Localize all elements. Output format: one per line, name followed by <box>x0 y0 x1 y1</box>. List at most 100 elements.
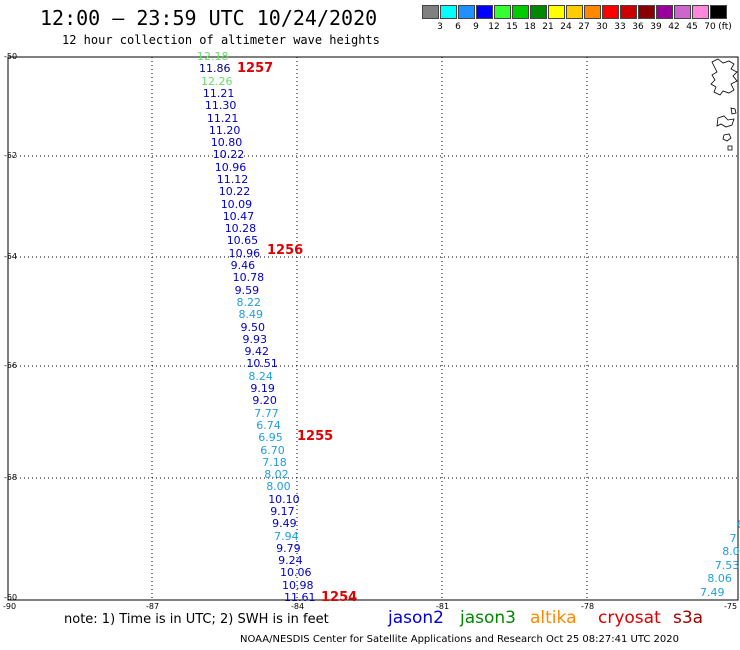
legend-swatch <box>476 5 493 19</box>
wave-height-value: 10.96 <box>214 160 247 174</box>
wave-height-value: 10.51 <box>246 357 278 371</box>
wave-height-value: 9.20 <box>252 394 277 408</box>
wave-height-value: 8.02 <box>264 468 289 481</box>
legend-tick-label: 45 <box>686 22 698 32</box>
lon-label: -84 <box>291 602 305 611</box>
wave-height-value: 9.19 <box>250 382 275 395</box>
legend-tick-label: 27 <box>578 22 590 32</box>
wave-height-value: 10.06 <box>280 566 312 580</box>
satellite-name-jason3: jason3 <box>460 608 516 628</box>
wave-height-value: 11.86 <box>199 62 231 76</box>
footer-credit: NOAA/NESDIS Center for Satellite Applica… <box>240 634 679 645</box>
wave-height-value: 11.30 <box>204 99 237 113</box>
legend-tick-label: 30 <box>596 22 608 32</box>
wave-height-value: 11.61 <box>284 591 316 604</box>
legend-unit: (ft) <box>718 22 732 32</box>
satellite-name-jason2: jason2 <box>388 608 444 628</box>
wave-height-value: 11.20 <box>208 123 241 137</box>
legend-tick-label: 21 <box>542 22 554 32</box>
wave-height-value: 7.49 <box>700 586 725 599</box>
legend-swatch <box>494 5 511 19</box>
pass-label-1257: 1257 <box>237 61 274 76</box>
legend-swatch <box>674 5 691 19</box>
wave-height-value: 10.78 <box>232 271 265 285</box>
wave-height-value: 12.26 <box>201 74 233 88</box>
wave-height-value: 9.79 <box>276 541 301 555</box>
pass-label-1255: 1255 <box>297 429 334 444</box>
lat-label: -60 <box>4 593 18 602</box>
wave-height-value: 8.06 <box>707 572 732 586</box>
legend-swatch <box>638 5 655 19</box>
wave-height-value: 10.47 <box>222 209 255 223</box>
wave-height-value: 10.09 <box>220 197 253 211</box>
wave-height-value: 9.17 <box>270 504 295 518</box>
map-title: 12:00 – 23:59 UTC 10/24/2020 <box>40 6 378 30</box>
wave-height-value: 7.94 <box>274 529 299 543</box>
map-grid <box>7 56 740 601</box>
wave-height-value: 12.18 <box>197 50 229 63</box>
legend-tick-label: 36 <box>632 22 644 32</box>
satellite-name-s3a: s3a <box>673 608 704 628</box>
legend-swatch <box>584 5 601 19</box>
pass-label-1254: 1254 <box>321 590 358 605</box>
wave-height-value: 8.24 <box>248 369 273 383</box>
wave-height-value: 10.80 <box>210 136 243 150</box>
lat-label: -52 <box>4 151 18 160</box>
lon-label: -78 <box>581 602 595 611</box>
legend-tick-label: 3 <box>437 22 443 32</box>
wave-height-value: 11.21 <box>206 111 239 125</box>
lon-label: -90 <box>3 602 17 611</box>
wave-height-value: 8.00 <box>266 480 291 494</box>
wave-height-value: 11.21 <box>202 86 235 100</box>
wave-height-value: 6.95 <box>258 431 283 445</box>
legend-tick-label: 39 <box>650 22 662 32</box>
legend-swatch <box>440 5 457 19</box>
wave-height-value: 9.93 <box>242 332 268 346</box>
legend-tick-label: 70 <box>704 22 716 32</box>
legend-swatch <box>656 5 673 19</box>
legend-swatch <box>620 5 637 19</box>
legend-swatch <box>602 5 619 19</box>
wave-height-value: 8.49 <box>238 308 264 322</box>
wave-height-value: 6 <box>737 519 740 530</box>
wave-height-value: 9.24 <box>278 554 303 568</box>
lat-label: -58 <box>4 473 18 482</box>
lon-label: -87 <box>146 602 160 611</box>
legend-swatch <box>512 5 529 19</box>
legend-tick-label: 42 <box>668 22 680 32</box>
wave-height-value: 10.10 <box>268 492 300 506</box>
satellite-name-cryosat: cryosat <box>598 608 661 628</box>
legend-tick-label: 15 <box>506 22 518 32</box>
lat-label: -56 <box>4 361 18 370</box>
legend-tick-label: 6 <box>455 22 461 32</box>
wave-height-value: 7.53 <box>714 558 740 572</box>
legend-swatch <box>530 5 547 19</box>
wave-height-value: 8.22 <box>236 295 262 309</box>
wave-height-color-legend: 3 6 9 12 15 18 21 24 27 30 33 36 39 42 45 70 (ft) <box>422 5 732 35</box>
wave-height-value: 10.22 <box>218 185 251 199</box>
footer-note: note: 1) Time is in UTC; 2) SWH is in fe… <box>64 612 329 627</box>
legend-tick-label: 24 <box>560 22 572 32</box>
wave-height-value: 6.70 <box>260 443 285 457</box>
legend-tick-label: 12 <box>488 22 500 32</box>
legend-tick-label: 9 <box>473 22 479 32</box>
legend-swatch <box>548 5 565 19</box>
legend-swatch <box>692 5 709 19</box>
map-frame <box>7 56 739 601</box>
wave-height-value: 8.0 <box>722 545 740 559</box>
legend-tick-label: 33 <box>614 22 626 32</box>
satellite-name-altika: altika <box>530 608 577 628</box>
legend-swatch <box>458 5 475 19</box>
wave-height-value: 7.77 <box>254 406 279 420</box>
coastline-islands <box>710 58 738 151</box>
lat-label: -54 <box>4 252 18 261</box>
wave-height-value: 10.98 <box>282 578 314 592</box>
wave-height-value: 11.12 <box>216 173 249 186</box>
legend-swatch <box>566 5 583 19</box>
map-subtitle: 12 hour collection of altimeter wave hei… <box>62 33 380 47</box>
wave-height-value: 9.49 <box>272 517 297 531</box>
wave-height-value: 9.42 <box>244 345 270 359</box>
pass-label-1256: 1256 <box>267 243 304 258</box>
wave-height-value: 7.18 <box>262 455 287 469</box>
